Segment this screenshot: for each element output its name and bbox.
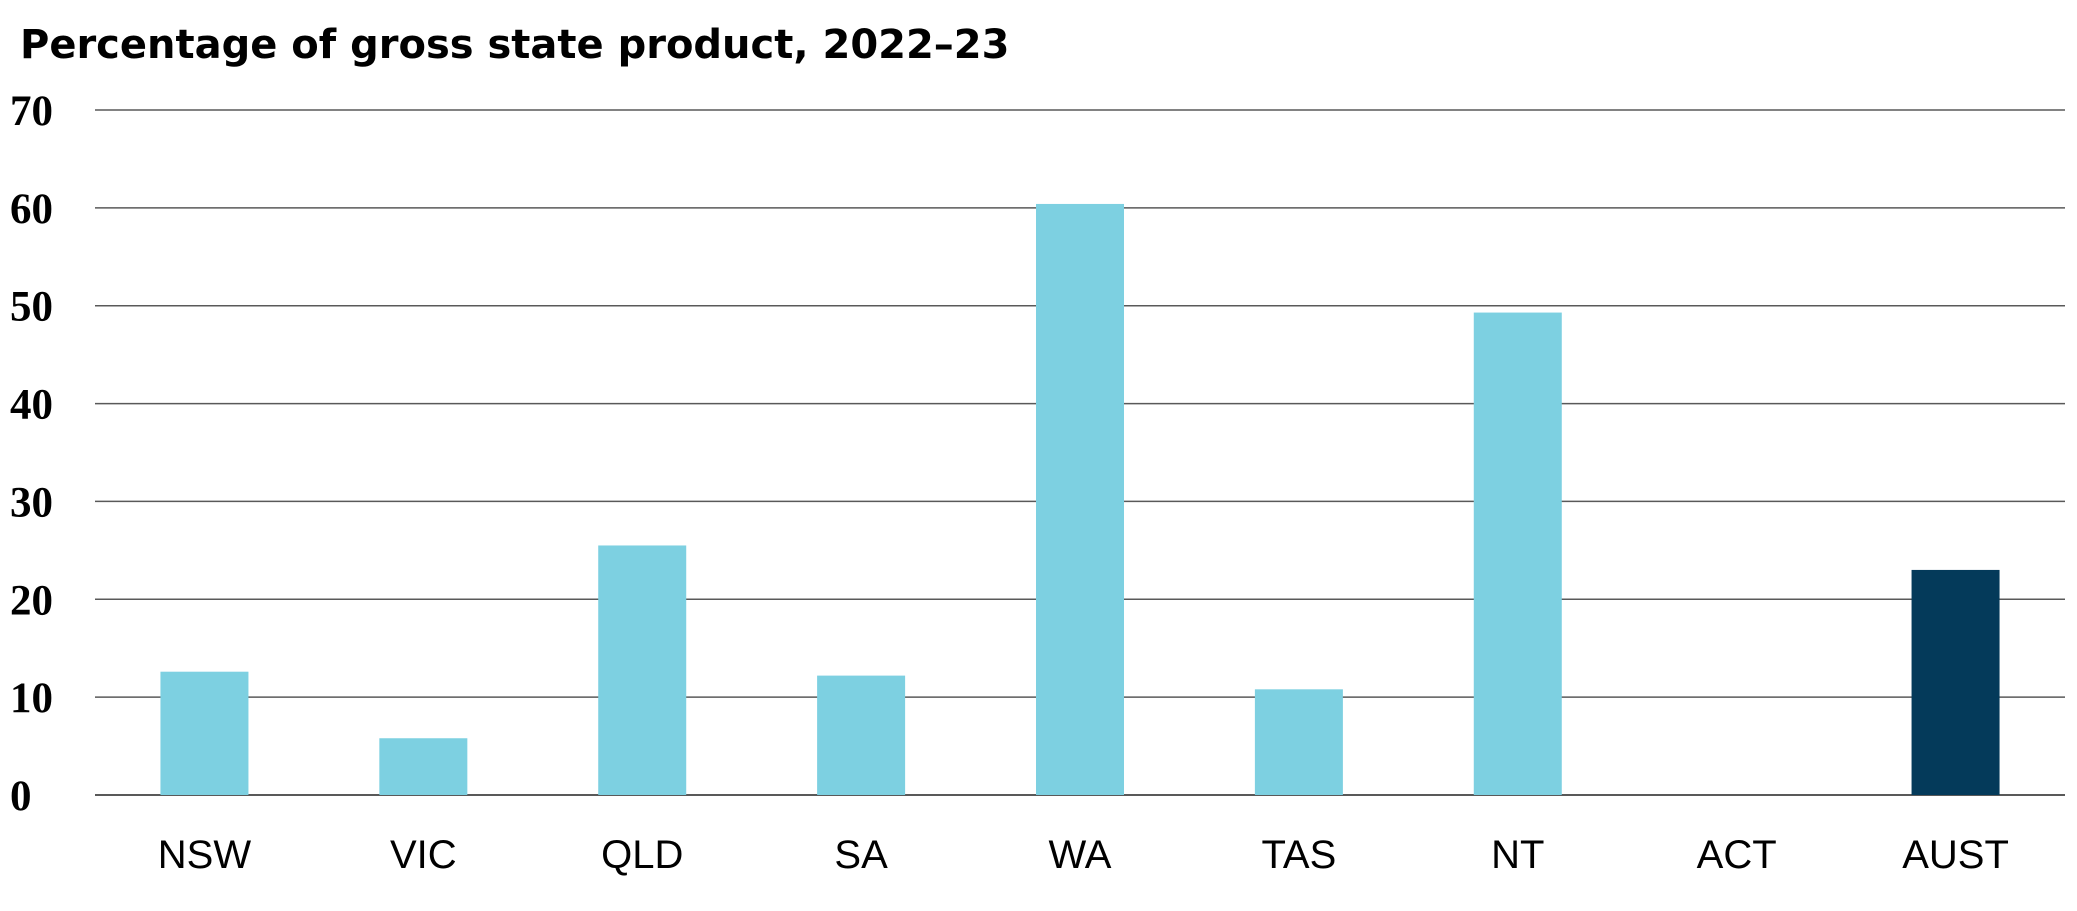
y-tick-label: 20	[10, 577, 53, 624]
y-tick-label: 50	[10, 284, 53, 331]
x-tick-label-vic: VIC	[390, 833, 457, 877]
bar-wa	[1036, 203, 1124, 795]
x-tick-label-nt: NT	[1491, 833, 1544, 877]
x-axis: NSW VIC QLD SA WA TAS NT ACT AUST	[158, 833, 2009, 877]
y-tick-label: 10	[10, 675, 53, 722]
bar-sa	[817, 675, 906, 795]
x-tick-label-qld: QLD	[601, 833, 683, 877]
bars	[160, 203, 2000, 795]
y-tick-label: 0	[10, 773, 32, 820]
chart-title: Percentage of gross state product, 2022–…	[20, 22, 1009, 68]
x-tick-label-wa: WA	[1049, 833, 1112, 877]
bar-tas	[1254, 689, 1343, 795]
y-tick-label: 70	[10, 88, 53, 135]
x-tick-label-tas: TAS	[1261, 833, 1336, 877]
y-tick-label: 30	[10, 479, 53, 526]
x-tick-label-aust: AUST	[1902, 833, 2009, 877]
bar-nt	[1473, 312, 1562, 795]
bar-nsw	[160, 671, 249, 795]
y-tick-label: 60	[10, 186, 53, 233]
bar-vic	[379, 738, 468, 795]
y-axis: 0 10 20 30 40 50 60 70	[10, 88, 53, 820]
x-tick-label-sa: SA	[834, 833, 888, 877]
x-tick-label-nsw: NSW	[158, 833, 252, 877]
bar-qld	[598, 545, 687, 795]
bar-aust	[1911, 569, 2000, 795]
x-tick-label-act: ACT	[1697, 833, 1777, 877]
y-tick-label: 40	[10, 382, 53, 429]
